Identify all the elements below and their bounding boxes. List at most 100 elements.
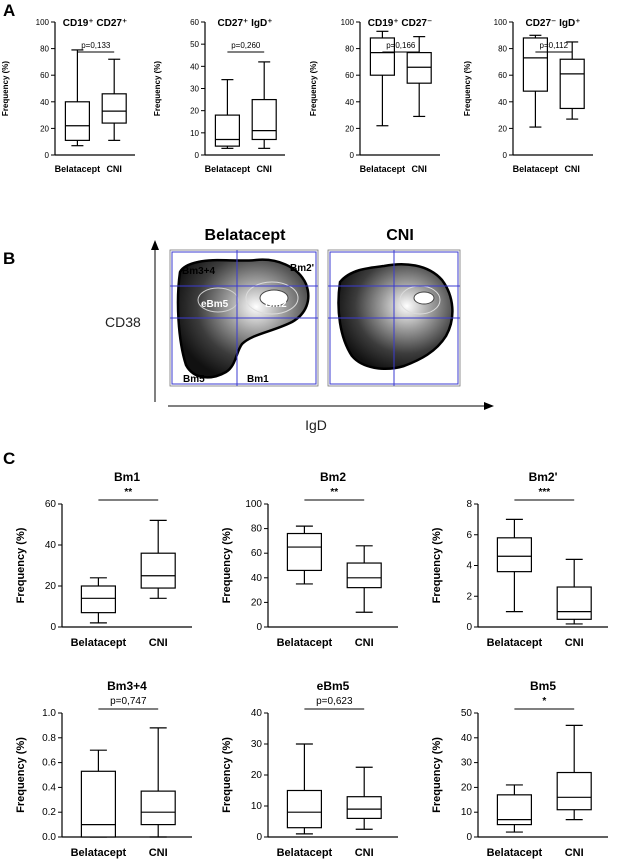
box-iqr — [214, 114, 240, 147]
y-tick-label: 0 — [503, 151, 508, 160]
gate-label-bm2: Bm2 — [265, 299, 287, 310]
chart-title: Bm5 — [530, 679, 556, 693]
flow-contour — [245, 281, 299, 315]
y-tick-label: 0.4 — [42, 782, 56, 793]
chart-title: eBm5 — [317, 679, 350, 693]
flow-contour — [197, 287, 239, 313]
box-iqr — [346, 562, 382, 589]
box-iqr — [140, 552, 176, 589]
y-tick-label: 40 — [251, 573, 263, 584]
y-tick-label: 60 — [190, 18, 199, 27]
y-tick-label: 60 — [251, 548, 263, 559]
flow-plot-cni — [327, 249, 461, 387]
p-value-label: *** — [538, 487, 550, 498]
y-tick-label: 100 — [494, 18, 508, 27]
y-tick-label: 30 — [461, 758, 473, 769]
box-iqr — [64, 101, 91, 141]
x-category-label: Belatacept — [71, 847, 127, 859]
gate-label-bm5: Bm5 — [183, 374, 205, 385]
x-category-label: CNI — [411, 164, 427, 174]
gate-label-ebm5: eBm5 — [201, 299, 229, 310]
y-axis-label: Frequency (%) — [221, 737, 233, 813]
y-tick-label: 0 — [256, 832, 262, 843]
y-tick-label: 60 — [345, 71, 354, 80]
y-axis-label: Frequency (%) — [15, 737, 27, 813]
p-value-label: p=0,112 — [540, 41, 569, 50]
chart-title: CD19⁺ CD27⁺ — [63, 18, 127, 29]
y-tick-label: 20 — [251, 597, 263, 608]
panel-label-a: A — [3, 1, 15, 20]
y-tick-label: 20 — [461, 782, 473, 793]
y-axis-label: Frequency (%) — [1, 61, 10, 116]
box-iqr — [101, 93, 127, 124]
y-tick-label: 0 — [350, 151, 355, 160]
cd38-arrowhead — [151, 240, 159, 250]
x-category-label: CNI — [106, 164, 122, 174]
box-iqr — [522, 37, 549, 92]
y-axis-label: Frequency (%) — [153, 61, 162, 116]
x-category-label: Belatacept — [513, 164, 559, 174]
x-category-label: CNI — [564, 164, 580, 174]
box-iqr — [80, 770, 117, 838]
y-tick-label: 4 — [466, 561, 472, 572]
box-iqr — [559, 58, 585, 110]
y-tick-label: 80 — [498, 45, 507, 54]
igd-axis-label: IgD — [305, 417, 327, 433]
y-tick-label: 6 — [466, 530, 472, 541]
y-tick-label: 0.2 — [42, 807, 56, 818]
box-chart-bm2-prime: Bm2' 0 2 4 6 8 Frequency (%) Belatacept CNI *** — [431, 470, 608, 649]
panel-label-c: C — [3, 449, 15, 468]
x-category-label: Belatacept — [360, 164, 406, 174]
box-chart-ebm5: eBm5 0 10 20 30 40 Frequency (%) Belatacept CNI p… — [221, 679, 398, 859]
y-axis-label: Frequency (%) — [463, 61, 472, 116]
p-value-label: p=0,133 — [81, 41, 111, 50]
y-tick-label: 100 — [341, 18, 355, 27]
box-iqr — [80, 585, 117, 614]
x-category-label: Belatacept — [205, 164, 251, 174]
box-iqr — [556, 586, 592, 620]
x-category-label: CNI — [355, 847, 374, 859]
box-iqr — [140, 790, 176, 826]
x-category-label: Belatacept — [71, 637, 127, 649]
y-tick-label: 60 — [40, 71, 49, 80]
y-tick-label: 0 — [466, 622, 472, 633]
y-tick-label: 60 — [498, 71, 507, 80]
box-iqr — [286, 532, 322, 572]
y-tick-label: 40 — [461, 733, 473, 744]
chart-title: CD27⁺ IgD⁺ — [217, 18, 272, 29]
flow-title-cni: CNI — [386, 227, 414, 244]
x-category-label: CNI — [149, 637, 168, 649]
x-category-label: Belatacept — [487, 637, 543, 649]
p-value-label: ** — [124, 487, 132, 498]
y-tick-label: 20 — [190, 107, 199, 116]
box-chart-cd19-cd27pos: CD19⁺ CD27⁺ 0 20 40 60 80 100 Frequency (%) Bela… — [1, 18, 135, 174]
y-tick-label: 40 — [40, 98, 49, 107]
chart-title: CD19⁺ CD27⁻ — [368, 18, 432, 29]
y-tick-label: 0 — [256, 622, 262, 633]
x-category-label: Belatacept — [55, 164, 101, 174]
y-tick-label: 0 — [195, 151, 200, 160]
box-chart-bm5: Bm5 0 10 20 30 40 50 Frequency (%) Belatacept CNI… — [431, 679, 608, 859]
p-value-label: * — [542, 696, 546, 707]
y-tick-label: 100 — [245, 499, 262, 510]
p-value-label: p=0,166 — [386, 41, 416, 50]
y-axis-label: Frequency (%) — [309, 61, 318, 116]
y-tick-label: 0.8 — [42, 733, 56, 744]
flow-cytometry-panel: Belatacept CNI CD38 IgD Bm3+4 Bm2' eBm5 … — [105, 227, 494, 433]
x-category-label: Belatacept — [277, 637, 333, 649]
cd38-axis-label: CD38 — [105, 314, 141, 330]
box-chart-cd27neg-igdpos: CD27⁻ IgD⁺ 0 20 40 60 80 100 Frequency (%) Belat… — [463, 18, 593, 174]
flow-title-belatacept: Belatacept — [205, 227, 287, 244]
flow-contour — [259, 289, 289, 307]
panel-label-b: B — [3, 249, 15, 268]
chart-title: CD27⁻ IgD⁺ — [525, 18, 580, 29]
y-axis-label: Frequency (%) — [431, 527, 443, 603]
y-tick-label: 80 — [251, 524, 263, 535]
y-tick-label: 1.0 — [42, 708, 56, 719]
y-tick-label: 0.6 — [42, 758, 56, 769]
y-tick-label: 0 — [466, 832, 472, 843]
y-tick-label: 8 — [466, 499, 472, 510]
y-tick-label: 20 — [40, 124, 49, 133]
chart-title: Bm1 — [114, 470, 140, 484]
